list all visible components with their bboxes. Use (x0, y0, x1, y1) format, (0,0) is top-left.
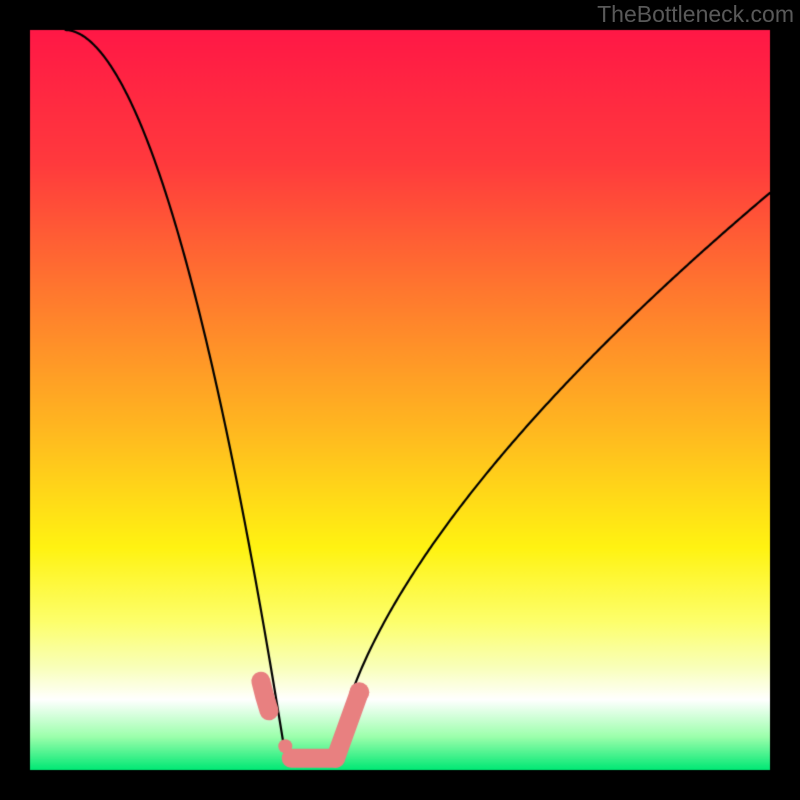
bottleneck-chart-canvas (0, 0, 800, 800)
chart-root: TheBottleneck.com (0, 0, 800, 800)
watermark-text: TheBottleneck.com (597, 1, 794, 28)
